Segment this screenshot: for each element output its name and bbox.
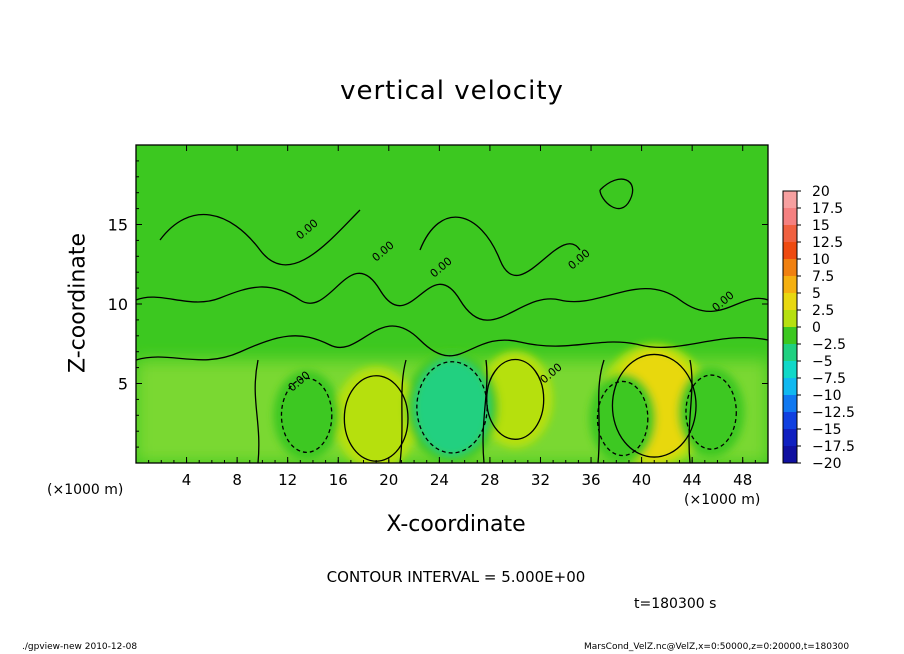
colorbar-swatch-9 [783, 344, 797, 361]
colorbar-swatch-12 [783, 395, 797, 412]
colorbar-swatch-3 [783, 242, 797, 259]
y-tick-label-5: 5 [118, 375, 128, 394]
vertical-contour-4 [688, 359, 693, 463]
x-tick-label-20: 20 [379, 471, 398, 489]
colorbar-label-11: −7.5 [812, 371, 846, 387]
colorbar-label-2: 15 [812, 218, 830, 234]
x-tick-label-16: 16 [329, 471, 348, 489]
x-tick-label-24: 24 [430, 471, 449, 489]
velocity-field [136, 145, 768, 463]
colorbar-label-15: −17.5 [812, 439, 855, 455]
zero-contour-2 [159, 209, 361, 266]
colorbar-swatch-7 [783, 310, 797, 327]
colorbar-swatch-5 [783, 276, 797, 293]
colorbar-label-0: 20 [812, 184, 830, 200]
x-tick-label-28: 28 [480, 471, 499, 489]
zero-contour-1 [136, 272, 768, 321]
footer-left: ./gpview-new 2010-12-08 [22, 642, 138, 652]
vertical-contour-1 [399, 359, 407, 463]
y-tick-label-10: 10 [108, 295, 128, 314]
cell-core-3 [415, 359, 489, 456]
cell-core-4 [280, 376, 334, 455]
zero-contour-3 [419, 216, 581, 277]
vertical-contour-2 [482, 359, 488, 463]
colorbar-swatch-8 [783, 327, 797, 344]
colorbar-label-10: −5 [812, 354, 833, 370]
convective-cells [273, 343, 745, 463]
time-label: t=180300 s [634, 596, 717, 612]
y-axis-ticks: 5 10 15 [108, 160, 768, 448]
footer-right: MarsCond_VelZ.nc@VelZ,x=0:50000,z=0:2000… [584, 642, 850, 652]
vertical-contour-0 [254, 359, 260, 463]
colorbar-swatch-14 [783, 429, 797, 446]
x-axis-label: X-coordinate [386, 512, 526, 537]
colorbar-label-3: 12.5 [812, 235, 843, 251]
cell-core-5 [596, 379, 650, 458]
colorbar-swatch-15 [783, 446, 797, 463]
cell-contour-2 [611, 353, 697, 458]
colorbar-label-6: 5 [812, 286, 821, 302]
colorbar-label-7: 2.5 [812, 303, 834, 319]
zero-contour-4 [599, 178, 634, 209]
colorbar-swatch-10 [783, 361, 797, 378]
colorbar-swatch-4 [783, 259, 797, 276]
chart-title: vertical velocity [340, 76, 564, 106]
cell-contour-4 [280, 377, 333, 453]
x-axis-ticks: 4 8 12 16 20 24 28 32 36 40 44 48 [148, 145, 756, 489]
x-tick-label-48: 48 [733, 471, 752, 489]
colorbar-swatch-13 [783, 412, 797, 429]
cell-core-1 [485, 357, 546, 442]
colorbar-label-1: 17.5 [812, 201, 843, 217]
y-axis-label: Z-coordinate [65, 233, 91, 373]
colorbar-swatch-6 [783, 293, 797, 310]
colorbar-swatch-1 [783, 208, 797, 225]
colorbar-label-13: −12.5 [812, 405, 855, 421]
x-tick-label-8: 8 [232, 471, 242, 489]
cell-contour-6 [685, 374, 737, 450]
y-tick-label-15: 15 [108, 216, 128, 235]
colorbar-swatch-11 [783, 378, 797, 395]
contour-interval-label: CONTOUR INTERVAL = 5.000E+00 [326, 568, 586, 586]
x-tick-label-32: 32 [531, 471, 550, 489]
colorbar-label-4: 10 [812, 252, 830, 268]
cell-contour-5 [596, 380, 649, 457]
x-tick-label-40: 40 [632, 471, 651, 489]
x-tick-label-36: 36 [581, 471, 600, 489]
zero-contour-0 [136, 325, 768, 361]
x-tick-label-44: 44 [683, 471, 702, 489]
x-tick-label-4: 4 [182, 471, 192, 489]
cell-core-6 [684, 373, 738, 452]
colorbar-label-12: −10 [812, 388, 842, 404]
colorbar-label-5: 7.5 [812, 269, 834, 285]
colorbar-label-8: 0 [812, 320, 821, 336]
cell-core-0 [342, 373, 410, 463]
colorbar-swatch-2 [783, 225, 797, 242]
x-tick-label-12: 12 [278, 471, 297, 489]
x-unit-label-right: (×1000 m) [684, 492, 761, 508]
colorbar: 2017.51512.5107.552.50−2.5−5−7.5−10−12.5… [782, 184, 855, 472]
colorbar-label-14: −15 [812, 422, 842, 438]
vertical-contour-3 [597, 359, 605, 463]
colorbar-label-16: −20 [812, 456, 842, 472]
cell-contour-3 [416, 361, 488, 454]
colorbar-label-9: −2.5 [812, 337, 846, 353]
colorbar-swatch-0 [783, 191, 797, 208]
x-unit-label-left: (×1000 m) [47, 482, 124, 498]
